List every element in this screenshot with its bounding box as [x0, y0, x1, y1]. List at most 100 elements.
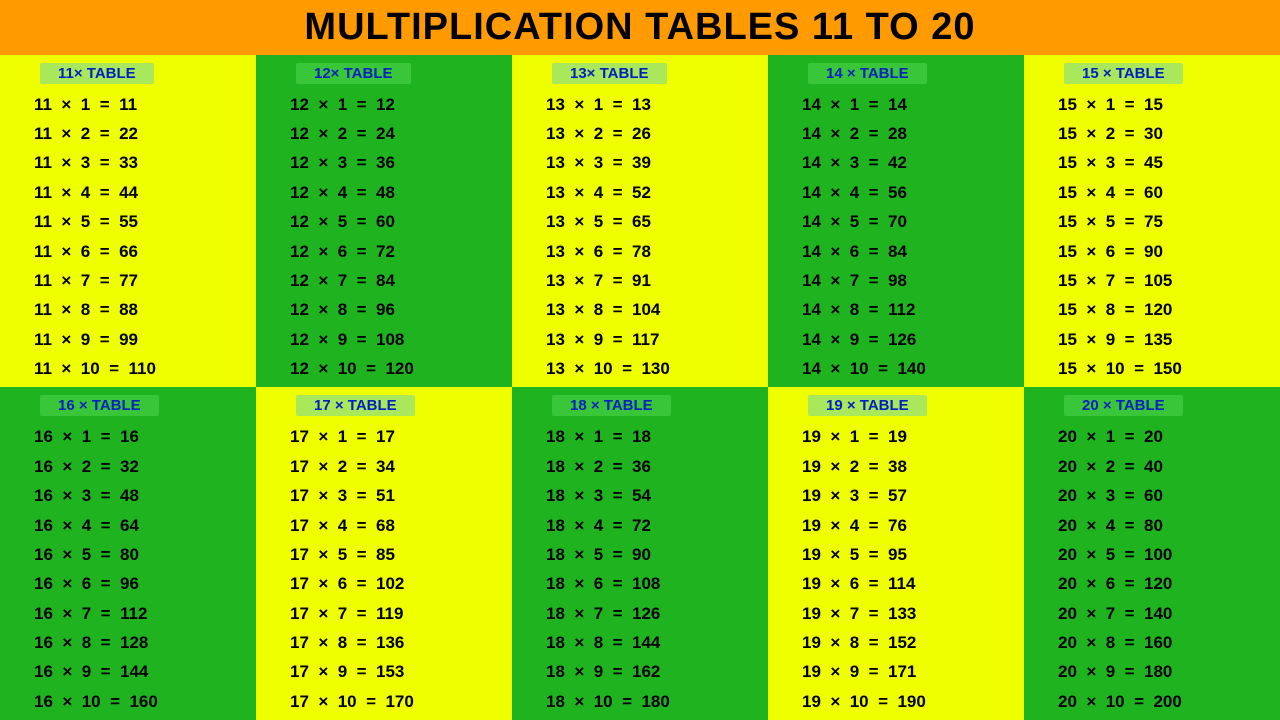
equation: 20 × 10 = 200: [1054, 687, 1280, 716]
equation: 20 × 2 = 40: [1054, 452, 1280, 481]
table-rows: 13 × 1 = 1313 × 2 = 2613 × 3 = 3913 × 4 …: [542, 90, 768, 384]
equation: 20 × 7 = 140: [1054, 599, 1280, 628]
equation: 19 × 2 = 38: [798, 452, 1024, 481]
equation: 17 × 10 = 170: [286, 687, 512, 716]
equation: 17 × 2 = 34: [286, 452, 512, 481]
equation: 14 × 2 = 28: [798, 119, 1024, 148]
table-rows: 12 × 1 = 1212 × 2 = 2412 × 3 = 3612 × 4 …: [286, 90, 512, 384]
equation: 12 × 4 = 48: [286, 178, 512, 207]
equation: 16 × 6 = 96: [30, 569, 256, 598]
equation: 17 × 5 = 85: [286, 540, 512, 569]
table-panel-13: 13× TABLE13 × 1 = 1313 × 2 = 2613 × 3 = …: [512, 55, 768, 388]
equation: 11 × 7 = 77: [30, 266, 256, 295]
equation: 16 × 7 = 112: [30, 599, 256, 628]
equation: 11 × 5 = 55: [30, 207, 256, 236]
equation: 18 × 5 = 90: [542, 540, 768, 569]
table-panel-18: 18 × TABLE 18 × 1 = 1818 × 2 = 3618 × 3 =…: [512, 387, 768, 720]
table-header: 18 × TABLE: [552, 395, 671, 416]
equation: 16 × 4 = 64: [30, 510, 256, 539]
equation: 12 × 9 = 108: [286, 325, 512, 354]
equation: 19 × 5 = 95: [798, 540, 1024, 569]
table-header: 15 × TABLE: [1064, 63, 1183, 84]
equation: 20 × 4 = 80: [1054, 510, 1280, 539]
table-rows: 11 × 1 = 1111 × 2 = 2211 × 3 = 3311 × 4 …: [30, 90, 256, 384]
table-rows: 18 × 1 = 1818 × 2 = 3618 × 3 = 5418 × 4 …: [542, 422, 768, 716]
equation: 18 × 1 = 18: [542, 422, 768, 451]
table-header: 20 × TABLE: [1064, 395, 1183, 416]
equation: 13 × 9 = 117: [542, 325, 768, 354]
table-panel-16: 16 × TABLE 16 × 1 = 1616 × 2 = 3216 × 3 =…: [0, 387, 256, 720]
equation: 15 × 1 = 15: [1054, 90, 1280, 119]
equation: 11 × 4 = 44: [30, 178, 256, 207]
equation: 16 × 1 = 16: [30, 422, 256, 451]
equation: 15 × 4 = 60: [1054, 178, 1280, 207]
table-header: 12× TABLE: [296, 63, 411, 84]
table-header: 14 × TABLE: [808, 63, 927, 84]
equation: 19 × 8 = 152: [798, 628, 1024, 657]
equation: 18 × 7 = 126: [542, 599, 768, 628]
equation: 15 × 10 = 150: [1054, 354, 1280, 383]
equation: 20 × 5 = 100: [1054, 540, 1280, 569]
equation: 11 × 8 = 88: [30, 295, 256, 324]
equation: 12 × 3 = 36: [286, 148, 512, 177]
equation: 14 × 5 = 70: [798, 207, 1024, 236]
equation: 18 × 4 = 72: [542, 510, 768, 539]
equation: 13 × 8 = 104: [542, 295, 768, 324]
equation: 15 × 6 = 90: [1054, 236, 1280, 265]
equation: 11 × 9 = 99: [30, 325, 256, 354]
equation: 19 × 1 = 19: [798, 422, 1024, 451]
equation: 18 × 2 = 36: [542, 452, 768, 481]
equation: 16 × 9 = 144: [30, 657, 256, 686]
equation: 13 × 6 = 78: [542, 236, 768, 265]
equation: 12 × 5 = 60: [286, 207, 512, 236]
equation: 13 × 10 = 130: [542, 354, 768, 383]
equation: 20 × 3 = 60: [1054, 481, 1280, 510]
equation: 16 × 3 = 48: [30, 481, 256, 510]
equation: 13 × 7 = 91: [542, 266, 768, 295]
equation: 18 × 6 = 108: [542, 569, 768, 598]
page-title: MULTIPLICATION TABLES 11 TO 20: [0, 0, 1280, 55]
table-header: 16 × TABLE: [40, 395, 159, 416]
equation: 13 × 2 = 26: [542, 119, 768, 148]
table-panel-17: 17 × TABLE 17 × 1 = 1717 × 2 = 3417 × 3 =…: [256, 387, 512, 720]
table-header: 11× TABLE: [40, 63, 154, 84]
equation: 19 × 9 = 171: [798, 657, 1024, 686]
equation: 15 × 5 = 75: [1054, 207, 1280, 236]
table-rows: 16 × 1 = 1616 × 2 = 3216 × 3 = 4816 × 4 …: [30, 422, 256, 716]
equation: 14 × 10 = 140: [798, 354, 1024, 383]
table-panel-15: 15 × TABLE15 × 1 = 1515 × 2 = 3015 × 3 =…: [1024, 55, 1280, 388]
table-panel-20: 20 × TABLE 20 × 1 = 2020 × 2 = 4020 × 3 =…: [1024, 387, 1280, 720]
equation: 19 × 4 = 76: [798, 510, 1024, 539]
equation: 19 × 10 = 190: [798, 687, 1024, 716]
equation: 17 × 8 = 136: [286, 628, 512, 657]
equation: 16 × 10 = 160: [30, 687, 256, 716]
equation: 17 × 6 = 102: [286, 569, 512, 598]
equation: 17 × 9 = 153: [286, 657, 512, 686]
table-rows: 17 × 1 = 1717 × 2 = 3417 × 3 = 5117 × 4 …: [286, 422, 512, 716]
equation: 20 × 1 = 20: [1054, 422, 1280, 451]
equation: 12 × 7 = 84: [286, 266, 512, 295]
equation: 14 × 7 = 98: [798, 266, 1024, 295]
equation: 15 × 7 = 105: [1054, 266, 1280, 295]
equation: 15 × 8 = 120: [1054, 295, 1280, 324]
equation: 16 × 2 = 32: [30, 452, 256, 481]
equation: 14 × 9 = 126: [798, 325, 1024, 354]
equation: 19 × 7 = 133: [798, 599, 1024, 628]
equation: 14 × 3 = 42: [798, 148, 1024, 177]
equation: 15 × 9 = 135: [1054, 325, 1280, 354]
equation: 11 × 1 = 11: [30, 90, 256, 119]
table-rows: 19 × 1 = 1919 × 2 = 3819 × 3 = 5719 × 4 …: [798, 422, 1024, 716]
equation: 19 × 3 = 57: [798, 481, 1024, 510]
equation: 13 × 1 = 13: [542, 90, 768, 119]
equation: 13 × 4 = 52: [542, 178, 768, 207]
equation: 11 × 2 = 22: [30, 119, 256, 148]
equation: 13 × 3 = 39: [542, 148, 768, 177]
equation: 20 × 9 = 180: [1054, 657, 1280, 686]
equation: 12 × 8 = 96: [286, 295, 512, 324]
equation: 14 × 4 = 56: [798, 178, 1024, 207]
equation: 16 × 5 = 80: [30, 540, 256, 569]
table-panel-14: 14 × TABLE14 × 1 = 1414 × 2 = 2814 × 3 =…: [768, 55, 1024, 388]
table-header: 17 × TABLE: [296, 395, 415, 416]
equation: 18 × 10 = 180: [542, 687, 768, 716]
equation: 11 × 6 = 66: [30, 236, 256, 265]
